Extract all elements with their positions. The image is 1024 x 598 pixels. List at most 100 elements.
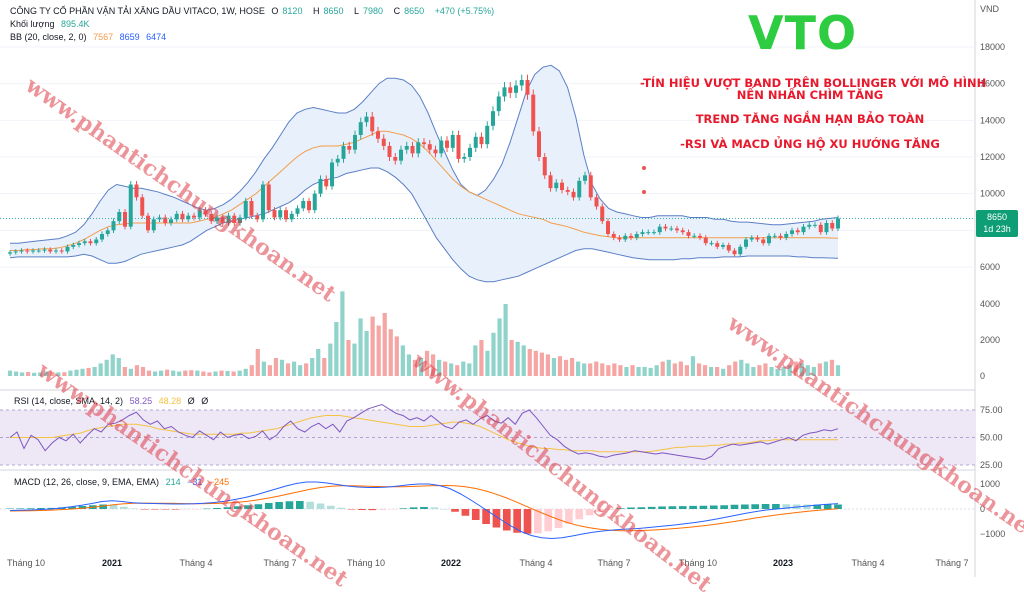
volume-bar xyxy=(400,345,405,376)
candle-body xyxy=(663,226,668,229)
candle-body xyxy=(565,190,570,192)
volume-tick-label: 2000 xyxy=(980,335,1000,345)
x-tick-label: Tháng 7 xyxy=(597,558,630,568)
candle-body xyxy=(617,237,622,240)
macd-histogram-bar xyxy=(554,509,563,528)
macd-histogram-bar xyxy=(678,506,687,509)
candle-body xyxy=(186,215,191,220)
volume-bar xyxy=(328,343,333,376)
volume-bar xyxy=(388,329,393,376)
volume-bar xyxy=(418,358,424,376)
macd-histogram-bar xyxy=(275,502,283,509)
bb-upper-value: 8659 xyxy=(119,32,140,42)
macd-histogram-bar xyxy=(430,507,439,509)
volume-bar xyxy=(612,363,617,376)
candle-body xyxy=(577,180,582,198)
candle-body xyxy=(261,184,265,220)
volume-tick-label: 0 xyxy=(980,371,985,381)
price-tick-label: 18000 xyxy=(980,42,1005,52)
volume-bar xyxy=(708,367,714,376)
volume-bar xyxy=(412,359,418,376)
macd-histogram-bar xyxy=(420,507,428,509)
candle-body xyxy=(335,158,340,163)
bb-label: BB (20, close, 2, 0) xyxy=(10,32,87,42)
volume-bar xyxy=(255,349,260,376)
volume-bar xyxy=(527,349,532,376)
volume-bar xyxy=(86,367,91,376)
candle-body xyxy=(830,223,835,229)
price-tick-label: 14000 xyxy=(980,115,1005,125)
volume-bar xyxy=(158,370,164,376)
candle-body xyxy=(353,135,357,150)
price-tick-label: 16000 xyxy=(980,79,1005,89)
ohlc-close: C 8650 xyxy=(393,6,425,16)
macd-histogram-bar xyxy=(689,505,697,509)
candle-body xyxy=(807,224,812,227)
candle-body xyxy=(646,232,651,234)
x-tick-label: Tháng 7 xyxy=(935,558,968,568)
macd-histogram-bar xyxy=(741,504,749,509)
macd-histogram-bar xyxy=(668,506,677,509)
candle-body xyxy=(755,237,760,240)
volume-bar xyxy=(811,367,816,376)
candle-body xyxy=(732,250,737,255)
macd-histogram-bar xyxy=(596,509,604,512)
macd-tick-label: 0 xyxy=(980,504,985,514)
volume-bar xyxy=(261,361,266,376)
candle-body xyxy=(462,157,467,159)
macd-histogram-bar xyxy=(109,505,118,509)
volume-bar xyxy=(829,359,835,376)
volume-bar xyxy=(594,361,599,376)
last-price-tag: 8650 1d 23h xyxy=(976,210,1018,237)
volume-bar xyxy=(140,367,146,376)
candle-body xyxy=(634,234,639,238)
macd-histogram-bar xyxy=(368,509,377,511)
volume-bar xyxy=(334,322,339,376)
macd-histogram-bar xyxy=(502,509,511,531)
candle-body xyxy=(427,144,432,150)
candle-body xyxy=(128,184,133,227)
candle-body xyxy=(100,234,104,240)
macd-histogram-bar xyxy=(78,506,87,509)
volume-bar xyxy=(660,361,665,376)
candle-body xyxy=(410,146,415,154)
candle-body xyxy=(502,87,507,97)
candle-body xyxy=(232,215,237,223)
candle-body xyxy=(25,250,30,252)
macd-histogram-bar xyxy=(161,509,170,510)
macd-histogram-bar xyxy=(140,509,149,510)
macd-histogram-bar xyxy=(233,506,242,509)
chart-svg: 180001600014000120001000080006000VND4000… xyxy=(0,0,1005,577)
candle-body xyxy=(479,136,484,145)
candle-body xyxy=(243,201,248,218)
ohlc-open: O 8120 xyxy=(271,6,303,16)
candle-body xyxy=(778,235,783,238)
candle-body xyxy=(824,223,829,233)
candle-body xyxy=(312,193,317,211)
candle-body xyxy=(255,215,260,220)
rsi-value: 58.25 xyxy=(129,396,153,406)
symbol-title: CÔNG TY CỔ PHẦN VẬN TẢI XĂNG DẦU VITACO,… xyxy=(10,6,265,16)
volume-bar xyxy=(539,352,544,376)
macd-histogram-bar xyxy=(658,506,666,509)
candle-body xyxy=(496,96,501,112)
volume-bar xyxy=(430,354,436,376)
rsi-tick-label: 75.00 xyxy=(980,405,1003,415)
volume-bar xyxy=(630,365,635,376)
candle-body xyxy=(88,241,93,244)
volume-bar xyxy=(19,372,25,376)
candle-body xyxy=(54,250,58,252)
volume-bar xyxy=(267,365,272,376)
volume-bar xyxy=(479,340,484,376)
candle-body xyxy=(594,197,599,207)
candle-body xyxy=(324,179,329,187)
volume-bar xyxy=(128,368,133,376)
volume-bar xyxy=(352,343,357,376)
candle-body xyxy=(537,131,541,157)
candle-body xyxy=(680,230,685,233)
candle-body xyxy=(77,243,81,245)
macd-histogram-bar xyxy=(823,504,832,509)
candle-body xyxy=(525,80,530,95)
signal-marker xyxy=(642,166,646,170)
candle-body xyxy=(174,213,179,220)
